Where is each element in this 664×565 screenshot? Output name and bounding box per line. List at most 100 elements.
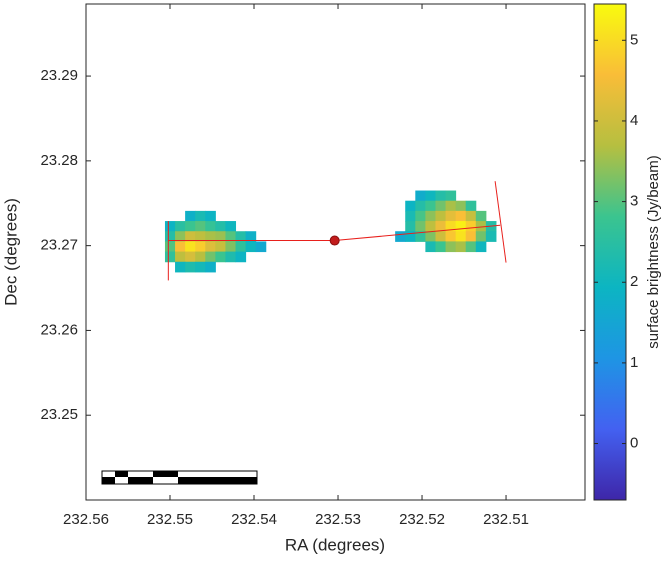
- pixel: [185, 221, 196, 232]
- pixel: [255, 241, 267, 253]
- pixel: [465, 210, 477, 222]
- pixel: [175, 231, 186, 242]
- pixel: [225, 251, 237, 263]
- colorbar-tick-label: 2: [630, 273, 638, 290]
- y-axis-label: Dec (degrees): [1, 198, 20, 306]
- pixel: [455, 200, 467, 212]
- pixel: [185, 210, 196, 222]
- pixel: [215, 241, 226, 253]
- y-tick-label: 23.25: [40, 406, 78, 423]
- pixel: [185, 261, 196, 273]
- pixel: [205, 261, 216, 273]
- pixel: [415, 190, 426, 202]
- pixel: [195, 231, 206, 242]
- pixel: [445, 241, 457, 253]
- pixel: [185, 241, 196, 253]
- pixel: [235, 251, 247, 263]
- pixel: [425, 190, 436, 202]
- pixel: [485, 231, 497, 242]
- pixel: [425, 210, 436, 222]
- pixel: [425, 200, 436, 212]
- pixel: [185, 231, 196, 242]
- pixel: [465, 231, 477, 242]
- pixel: [225, 231, 237, 242]
- x-tick-label: 232.56: [63, 511, 109, 528]
- pixel: [445, 190, 457, 202]
- pixel: [405, 210, 416, 222]
- pixel: [195, 241, 206, 253]
- pixel: [435, 221, 447, 232]
- pixel: [164, 251, 176, 263]
- pixel: [425, 241, 436, 253]
- pixel: [164, 231, 176, 242]
- colorbar-tick-label: 3: [630, 193, 638, 210]
- center-marker: [329, 235, 340, 246]
- y-tick-label: 23.27: [40, 237, 78, 254]
- pixel: [195, 261, 206, 273]
- pixel: [455, 210, 467, 222]
- pixel: [415, 200, 426, 212]
- pixel: [164, 221, 176, 232]
- pixel: [195, 251, 206, 263]
- pixel: [465, 241, 477, 253]
- pixel: [164, 241, 176, 253]
- plot-area: [85, 3, 586, 501]
- x-tick-label: 232.54: [231, 511, 277, 528]
- x-tick-label: 232.55: [147, 511, 193, 528]
- pixel: [235, 241, 247, 253]
- pixel: [475, 231, 487, 242]
- scale-bar: [101, 470, 258, 485]
- pixel: [235, 231, 247, 242]
- pixel: [175, 251, 186, 263]
- pixel: [245, 231, 257, 242]
- pixel: [205, 251, 216, 263]
- pixel: [445, 200, 457, 212]
- colorbar: [593, 3, 627, 501]
- pixel: [175, 241, 186, 253]
- pixel: [175, 261, 186, 273]
- pixel: [225, 241, 237, 253]
- pixel: [465, 221, 477, 232]
- pixel: [415, 231, 426, 242]
- y-tick-label: 23.26: [40, 321, 78, 338]
- pixel: [215, 231, 226, 242]
- y-tick-label: 23.29: [40, 67, 78, 84]
- pixel: [395, 231, 406, 242]
- pixel: [215, 221, 226, 232]
- pixel: [205, 231, 216, 242]
- pixel: [435, 190, 447, 202]
- pixel: [175, 221, 186, 232]
- pixel: [445, 231, 457, 242]
- pixel: [425, 231, 436, 242]
- colorbar-tick-label: 0: [630, 435, 638, 452]
- pixel: [435, 200, 447, 212]
- pixel: [435, 231, 447, 242]
- colorbar-label: surface brightness (Jy/beam): [645, 155, 662, 348]
- colorbar-tick-label: 5: [630, 31, 638, 48]
- pixel: [215, 251, 226, 263]
- pixel: [455, 231, 467, 242]
- annotation-line: [494, 181, 507, 263]
- pixel: [405, 231, 416, 242]
- pixel: [455, 241, 467, 253]
- pixel: [195, 210, 206, 222]
- pixel: [435, 241, 447, 253]
- pixel: [415, 210, 426, 222]
- pixel: [475, 241, 487, 253]
- colorbar-tick-label: 1: [630, 354, 638, 371]
- y-tick-label: 23.28: [40, 152, 78, 169]
- x-axis-label: RA (degrees): [285, 535, 385, 554]
- x-tick-label: 232.52: [399, 511, 445, 528]
- pixel: [405, 221, 416, 232]
- pixel: [475, 221, 487, 232]
- pixel: [445, 210, 457, 222]
- pixel: [425, 221, 436, 232]
- pixel: [185, 251, 196, 263]
- pixel: [415, 221, 426, 232]
- pixel: [205, 210, 216, 222]
- pixel: [245, 241, 257, 253]
- pixel: [205, 221, 216, 232]
- x-tick-label: 232.53: [315, 511, 361, 528]
- pixel: [195, 221, 206, 232]
